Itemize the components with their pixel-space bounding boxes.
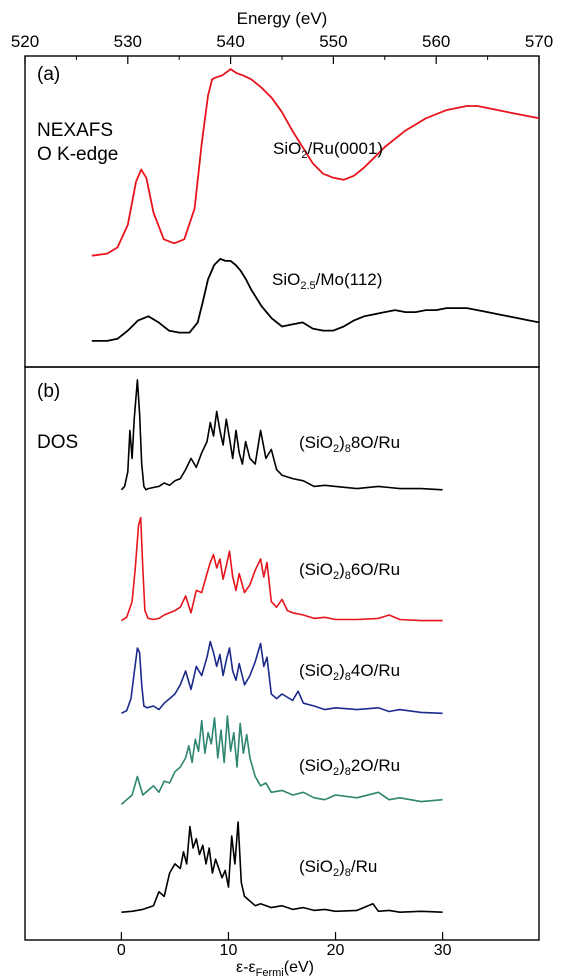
label-part: (SiO	[299, 433, 333, 452]
tick-label-550: 550	[319, 32, 347, 51]
label-part: 8O/Ru	[351, 433, 400, 452]
label-part: 2	[301, 149, 307, 161]
tick-label-20: 20	[327, 942, 345, 959]
tick-label-560: 560	[422, 32, 450, 51]
label-part: 2	[333, 570, 339, 582]
series-label-sio25-mo112: SiO2.5/Mo(112)	[272, 270, 382, 292]
label-part: (eV)	[284, 959, 314, 976]
label-part: Fermi	[256, 967, 284, 977]
top-axis-ticks: 520 530 540 550 560 570	[11, 32, 553, 64]
tick-label-10: 10	[220, 942, 238, 959]
annotation-line-nexafs: NEXAFS	[37, 120, 113, 141]
series-line-sio2-ru-0001	[91, 68, 540, 257]
label-part: 8	[345, 867, 351, 879]
label-part: 2	[333, 867, 339, 879]
label-part: 2O/Ru	[351, 756, 400, 775]
series-line-sio2-84o-ru	[121, 640, 443, 715]
label-part: )	[339, 560, 345, 579]
series-label-sio2-8-6o-ru: (SiO2)86O/Ru	[299, 560, 400, 582]
panel-b-annotation: DOS	[37, 432, 78, 453]
label-part: (SiO	[299, 661, 333, 680]
label-part: 4O/Ru	[351, 661, 400, 680]
tick-label-30: 30	[434, 942, 452, 959]
panel-b-frame	[24, 366, 540, 941]
label-part: )	[339, 433, 345, 452]
panel-a-label: (a)	[37, 64, 60, 85]
panel-b-label: (b)	[37, 381, 60, 402]
label-part: SiO	[272, 270, 300, 289]
series-line-sio2-86o-ru	[120, 516, 443, 622]
label-part: (SiO	[299, 857, 333, 876]
label-part: 8	[345, 671, 351, 683]
label-part: 8	[345, 766, 351, 778]
panel-a-nexafs: (a) NEXAFS O K-edge Energy (eV) 520 530 54…	[11, 9, 553, 368]
label-part: 2	[333, 766, 339, 778]
panel-b-dos: (b) DOS 0 10 20 30 (SiO2)88O/Ru (SiO2)86O/R…	[24, 366, 540, 977]
series-line-sio2-5-mo-112	[91, 257, 540, 342]
tick-label-520: 520	[11, 32, 39, 51]
tick-label-530: 530	[114, 32, 142, 51]
series-label-sio2-8-8o-ru: (SiO2)88O/Ru	[299, 433, 400, 455]
label-part: (SiO	[299, 756, 333, 775]
series-label-sio2-8-ru: (SiO2)8/Ru	[299, 857, 377, 879]
label-part: )	[339, 661, 345, 680]
series-label-sio2-8-4o-ru: (SiO2)84O/Ru	[299, 661, 400, 683]
label-part: 8	[345, 443, 351, 455]
label-part: /Ru	[351, 857, 377, 876]
x-axis-title-bottom: ε-εFermi(eV)	[236, 959, 314, 977]
label-part: /Ru(0001)	[307, 139, 383, 158]
bottom-axis-ticks: 0 10 20 30	[117, 932, 452, 959]
label-part: 6O/Ru	[351, 560, 400, 579]
series-line-sio2-8-ru	[121, 821, 443, 914]
panel-b-series	[120, 379, 443, 914]
series-line-sio2-88o-ru	[120, 379, 443, 491]
panel-a-series	[91, 68, 540, 342]
tick-label-540: 540	[216, 32, 244, 51]
label-part: (SiO	[299, 560, 333, 579]
series-label-sio2-8-2o-ru: (SiO2)82O/Ru	[299, 756, 400, 778]
label-part: ε-ε	[236, 959, 256, 976]
series-label-sio2-ru0001: SiO2/Ru(0001)	[273, 139, 383, 161]
tick-label-0: 0	[117, 942, 126, 959]
label-part: 8	[345, 570, 351, 582]
series-line-sio2-82o-ru	[120, 715, 443, 805]
label-part: )	[339, 857, 345, 876]
annotation-line-o-k-edge: O K-edge	[37, 144, 118, 165]
label-part: SiO	[273, 139, 301, 158]
tick-label-570: 570	[525, 32, 553, 51]
label-part: )	[339, 756, 345, 775]
label-part: 2.5	[300, 280, 315, 292]
label-part: 2	[333, 443, 339, 455]
panel-a-annotation: NEXAFS O K-edge	[37, 120, 118, 165]
label-part: /Mo(112)	[316, 270, 383, 289]
panel-a-frame	[24, 55, 540, 368]
x-axis-title-top: Energy (eV)	[237, 9, 328, 28]
label-part: 2	[333, 671, 339, 683]
